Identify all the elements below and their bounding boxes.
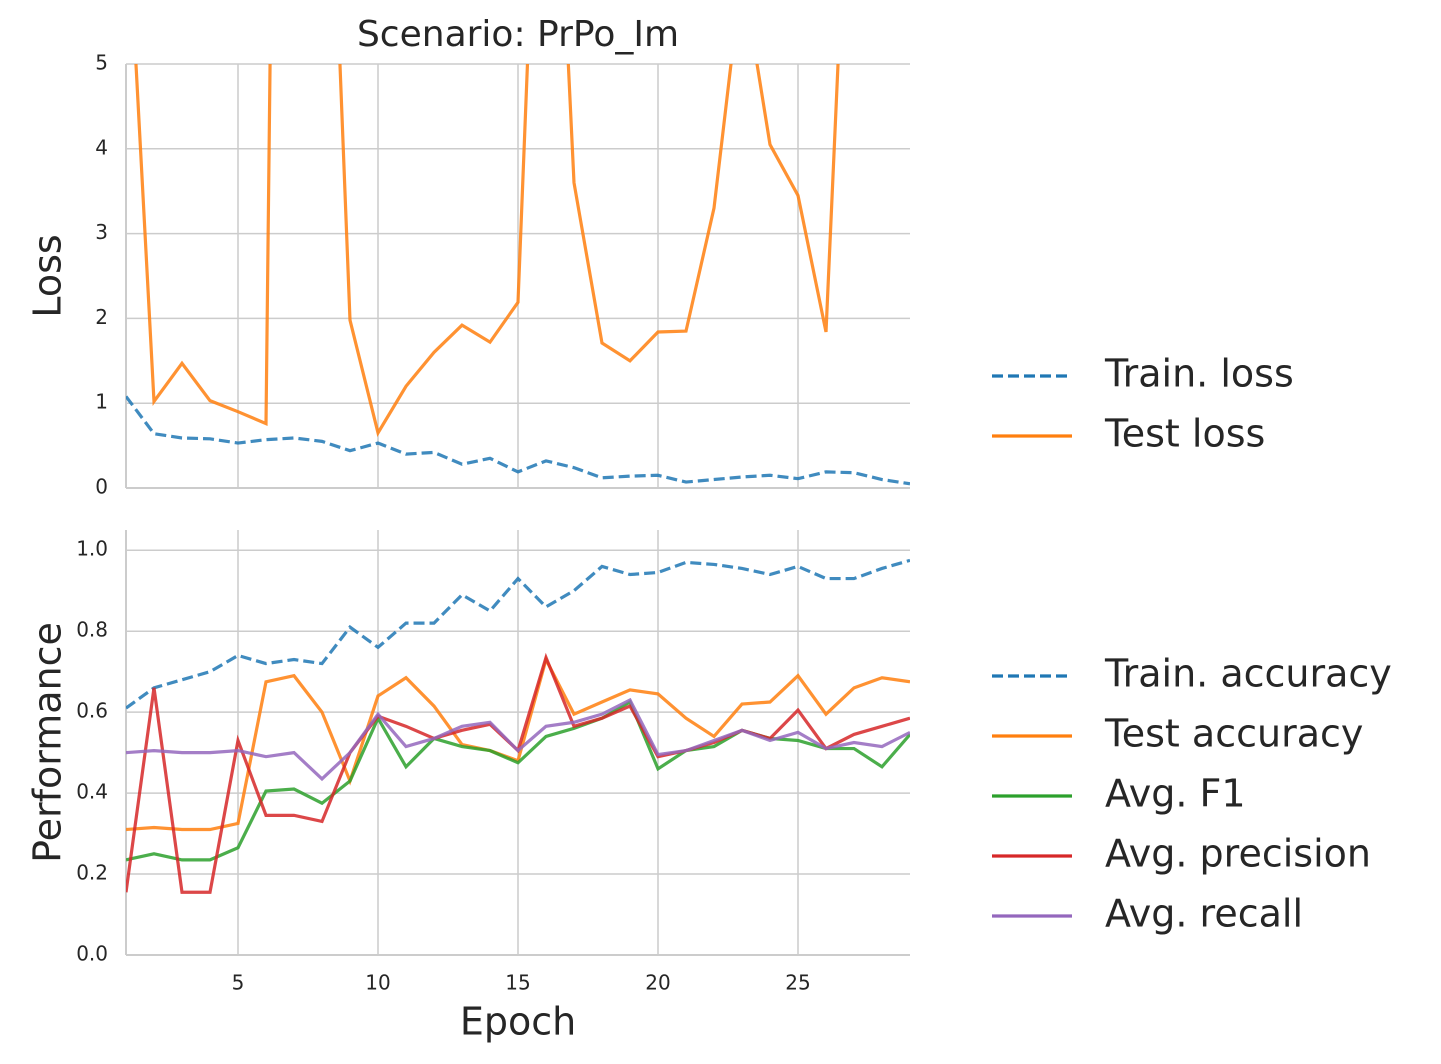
chart-title: Scenario: PrPo_Im — [357, 14, 679, 55]
x-tick-label: 25 — [785, 971, 810, 995]
legend-label: Test loss — [1104, 412, 1265, 456]
x-tick-label: 10 — [365, 971, 390, 995]
y-axis-label: Performance — [26, 622, 70, 863]
legend-label: Avg. F1 — [1105, 772, 1246, 816]
y-tick-label: 1.0 — [76, 537, 108, 561]
series-line — [126, 395, 910, 486]
legend-label: Test accuracy — [1104, 712, 1363, 756]
y-tick-label: 0.8 — [76, 618, 108, 642]
y-tick-label: 3 — [95, 220, 108, 244]
series-line — [126, 697, 910, 782]
legend-label: Avg. recall — [1105, 892, 1303, 936]
y-axis-label: Loss — [26, 234, 70, 317]
y-tick-label: 0.2 — [76, 861, 108, 885]
y-tick-label: 0 — [95, 475, 108, 499]
x-tick-label: 15 — [505, 971, 530, 995]
y-tick-label: 5 — [95, 51, 108, 75]
x-tick-label: 5 — [232, 971, 245, 995]
y-tick-label: 2 — [95, 305, 108, 329]
y-tick-label: 0.6 — [76, 699, 108, 723]
y-tick-label: 0.4 — [76, 780, 108, 804]
y-tick-label: 1 — [95, 390, 108, 414]
x-axis-label: Epoch — [460, 1000, 576, 1044]
y-tick-label: 0.0 — [76, 942, 108, 966]
legend-label: Train. loss — [1104, 352, 1294, 396]
legend-label: Train. accuracy — [1104, 652, 1392, 696]
plot-area — [126, 558, 910, 894]
plot-area — [126, 64, 910, 486]
series-line — [126, 558, 910, 710]
series-line — [134, 64, 840, 438]
x-tick-label: 20 — [645, 971, 670, 995]
legend-label: Avg. precision — [1105, 832, 1371, 876]
y-tick-label: 4 — [95, 135, 108, 159]
